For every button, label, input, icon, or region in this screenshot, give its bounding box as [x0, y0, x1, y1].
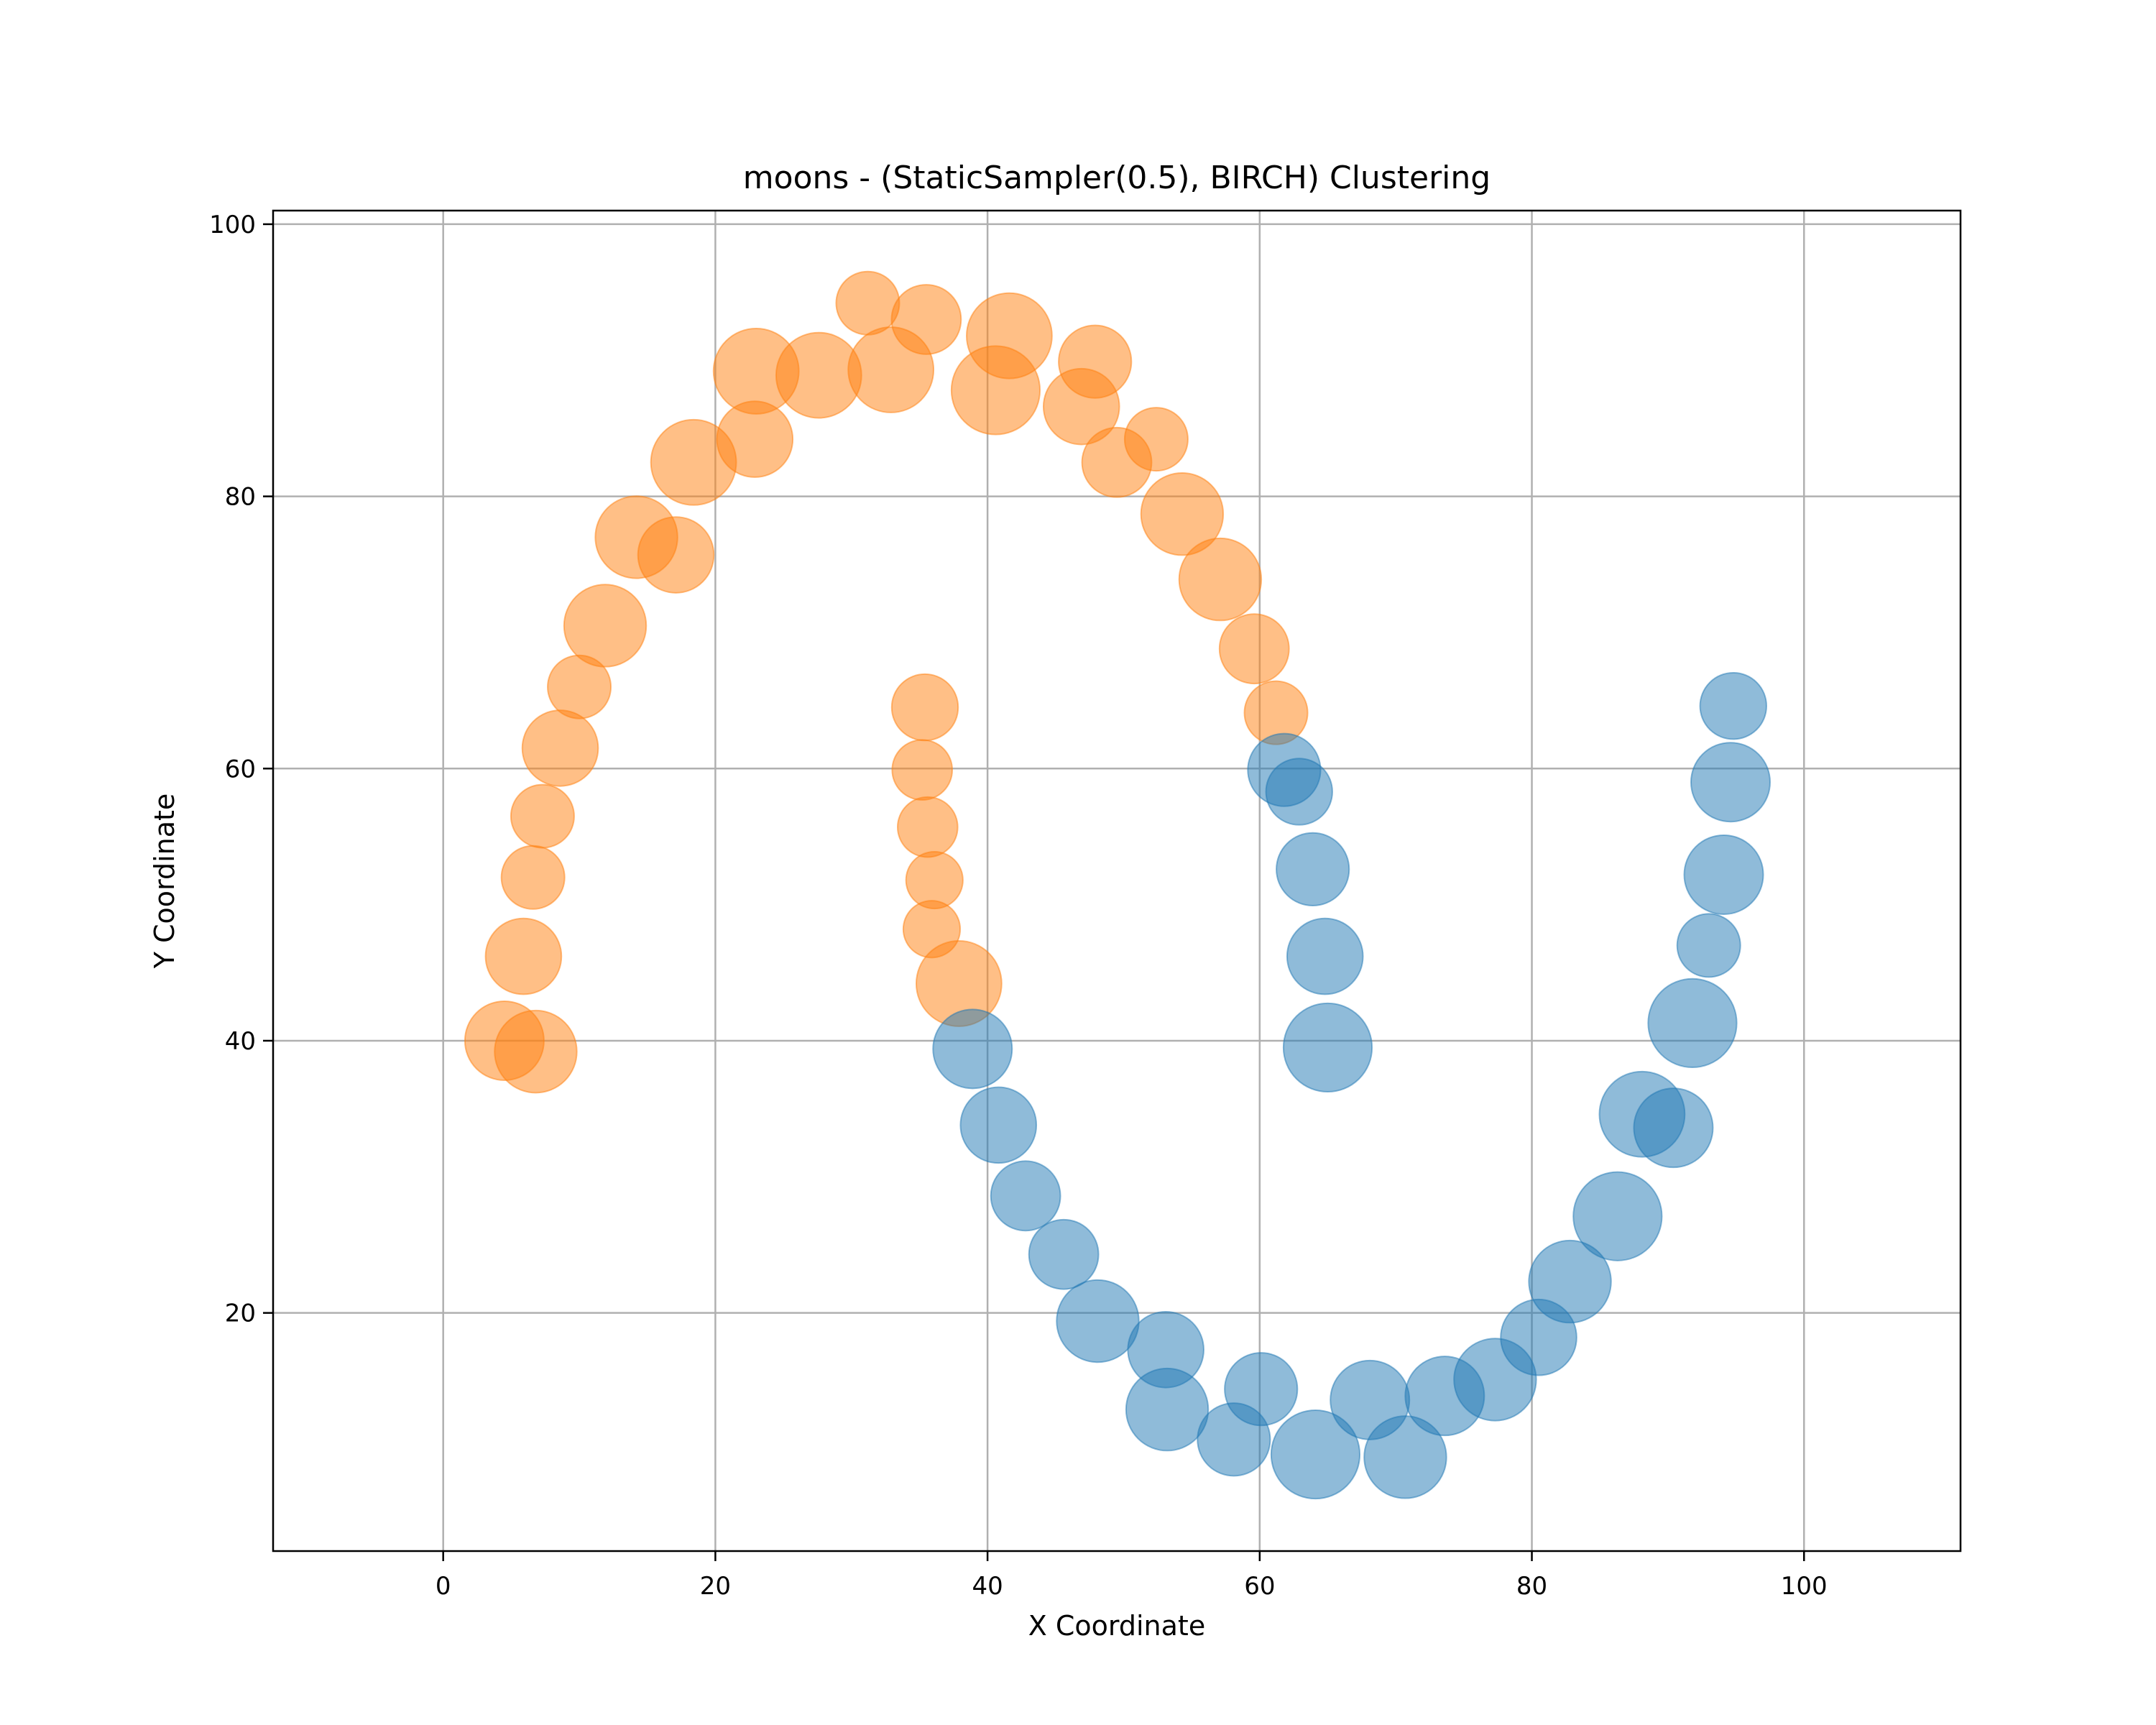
axis-ticks: 0 20 40 60 80 100 20 40 60 80 100 [209, 211, 1828, 1601]
scatter-point [563, 584, 648, 668]
scatter-point [510, 783, 575, 849]
x-tick-label: 40 [972, 1572, 1003, 1601]
scatter-point [1633, 1087, 1714, 1169]
y-tick-label: 100 [209, 211, 256, 239]
scatter-point [1218, 613, 1290, 685]
scatter-point [1363, 1415, 1447, 1499]
scatter-point [1028, 1218, 1100, 1290]
y-axis-label: Y Coordinate [149, 794, 180, 970]
chart-title: moons - (StaticSampler(0.5), BIRCH) Clus… [743, 160, 1491, 196]
scatter-point [521, 709, 599, 787]
scatter-point [1123, 407, 1189, 472]
scatter-point [1572, 1171, 1663, 1261]
scatter-point [905, 850, 964, 910]
scatter-point [637, 516, 715, 594]
scatter-point [1140, 472, 1225, 556]
y-tick-label: 20 [225, 1300, 256, 1328]
scatter-point [966, 292, 1053, 380]
y-tick-label: 60 [225, 755, 256, 783]
scatter-point [835, 270, 900, 336]
x-tick-label: 100 [1781, 1572, 1828, 1601]
scatter-point [1282, 1002, 1373, 1093]
scatter-point [1276, 832, 1350, 907]
scatter-point [1178, 537, 1263, 622]
scatter-point [1265, 758, 1333, 826]
scatter-point [1224, 1352, 1299, 1427]
y-tick-label: 40 [225, 1027, 256, 1056]
scatter-point [494, 1009, 578, 1094]
scatter-point [1683, 834, 1764, 915]
data-points [464, 270, 1771, 1500]
scatter-point [484, 917, 563, 995]
scatter-point [1676, 913, 1741, 978]
scatter-point [990, 1160, 1061, 1232]
scatter-point [891, 739, 954, 801]
scatter-point [890, 673, 959, 742]
scatter-point [1125, 1367, 1210, 1452]
x-tick-label: 0 [436, 1572, 451, 1601]
scatter-point [1270, 1409, 1361, 1500]
scatter-point [1056, 1279, 1140, 1363]
scatter-point [1528, 1239, 1612, 1324]
y-tick-label: 80 [225, 483, 256, 512]
x-tick-label: 60 [1244, 1572, 1275, 1601]
scatter-point [1647, 978, 1738, 1068]
scatter-point [896, 796, 959, 858]
scatter-point [959, 1086, 1038, 1164]
scatter-point [500, 845, 566, 910]
scatter-point [1699, 671, 1767, 740]
scatter-point [890, 284, 962, 355]
scatter-point [1286, 917, 1364, 995]
scatter-point [932, 1008, 1013, 1090]
x-axis-label: X Coordinate [1028, 1610, 1205, 1642]
x-tick-label: 20 [700, 1572, 731, 1601]
x-tick-label: 80 [1516, 1572, 1547, 1601]
plot-frame [272, 209, 1962, 1552]
scatter-point [1058, 324, 1133, 399]
scatter-point [1690, 742, 1771, 823]
